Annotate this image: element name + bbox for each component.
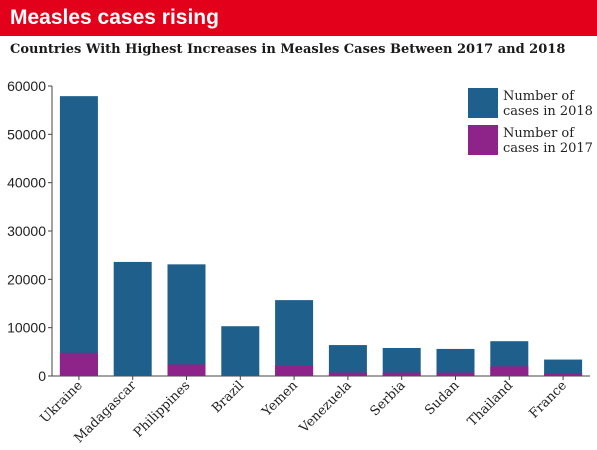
x-tick-label: France — [527, 378, 571, 422]
bar-2018-venezuela — [328, 345, 367, 376]
bar-2018-france — [544, 359, 583, 376]
x-tick-label: Sudan — [422, 378, 463, 419]
bar-2017-ukraine — [59, 352, 98, 376]
x-tick-label: Ukraine — [38, 378, 86, 426]
x-tick-label: Serbia — [367, 378, 408, 419]
bar-2017-sudan — [436, 372, 475, 376]
bar-2017-serbia — [382, 372, 421, 376]
bar-2017-philippines — [167, 364, 206, 376]
y-tick-label: 40000 — [7, 175, 46, 191]
y-tick-label: 50000 — [7, 126, 46, 142]
bar-2018-yemen — [275, 300, 314, 376]
legend-label: Number of — [503, 126, 575, 141]
y-tick-label: 20000 — [7, 271, 46, 287]
legend-swatch-1 — [468, 125, 498, 155]
bar-2018-ukraine — [59, 96, 98, 377]
legend-label: Number of — [503, 89, 575, 104]
y-tick-label: 0 — [38, 368, 46, 384]
x-tick-label: Thailand — [465, 378, 516, 429]
y-tick-label: 10000 — [7, 320, 46, 336]
chart-title: Countries With Highest Increases in Meas… — [10, 42, 566, 57]
bar-2018-madagascar — [113, 261, 152, 376]
y-tick-label: 30000 — [7, 223, 46, 239]
bar-2017-yemen — [275, 365, 314, 376]
header-banner: Measles cases rising — [0, 0, 597, 36]
bar-2018-sudan — [436, 348, 475, 376]
x-tick-label: Brazil — [209, 378, 247, 416]
bar-2017-thailand — [490, 366, 529, 376]
x-tick-label: Philippines — [131, 378, 193, 440]
legend-label: cases in 2017 — [503, 141, 593, 156]
x-tick-label: Venezuela — [296, 378, 355, 437]
legend-label: cases in 2018 — [503, 104, 593, 119]
bar-2017-venezuela — [328, 372, 367, 376]
y-tick-label: 60000 — [7, 78, 46, 94]
bar-2018-philippines — [167, 264, 206, 376]
legend-swatch-0 — [468, 88, 498, 118]
bar-2018-serbia — [382, 347, 421, 376]
banner-title: Measles cases rising — [10, 6, 219, 29]
x-tick-label: Yemen — [259, 378, 302, 421]
bar-2017-france — [544, 373, 583, 376]
bar-2018-brazil — [221, 326, 260, 376]
